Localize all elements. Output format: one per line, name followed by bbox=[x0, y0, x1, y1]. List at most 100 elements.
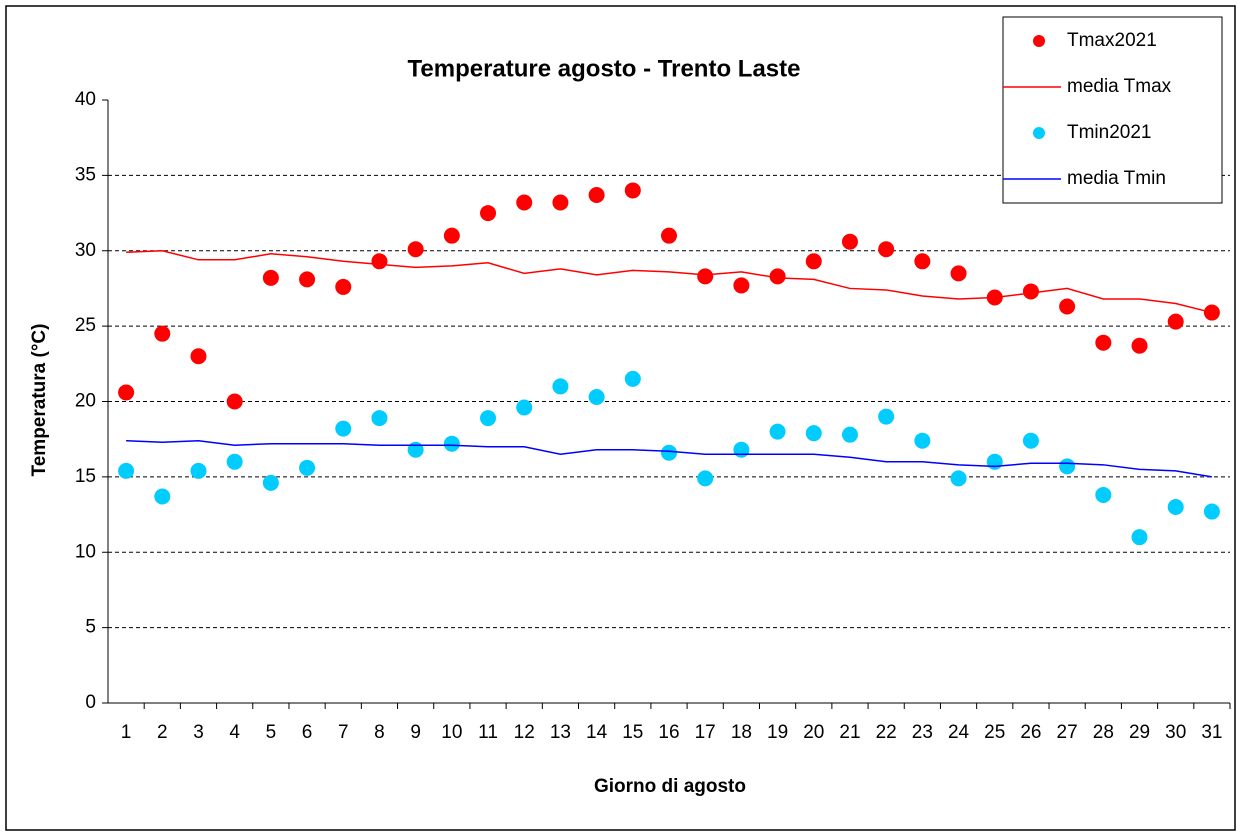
x-tick-label: 18 bbox=[731, 722, 752, 743]
x-tick-label: 27 bbox=[1057, 722, 1078, 743]
data-point bbox=[154, 325, 171, 342]
x-tick-label: 15 bbox=[622, 722, 643, 743]
y-tick-label: 40 bbox=[75, 89, 96, 110]
data-point bbox=[118, 462, 135, 479]
data-point bbox=[697, 268, 714, 285]
data-point bbox=[443, 435, 460, 452]
x-tick-label: 29 bbox=[1129, 722, 1150, 743]
x-tick-label: 2 bbox=[157, 722, 168, 743]
data-point bbox=[190, 462, 207, 479]
x-tick-label: 1 bbox=[121, 722, 132, 743]
data-point bbox=[805, 425, 822, 442]
data-point bbox=[1203, 503, 1220, 520]
data-point bbox=[1095, 334, 1112, 351]
data-point bbox=[480, 205, 497, 222]
legend-label: media Tmin bbox=[1067, 168, 1166, 189]
data-point bbox=[118, 384, 135, 401]
y-tick-label: 20 bbox=[75, 391, 96, 412]
data-point bbox=[733, 441, 750, 458]
y-tick-label: 25 bbox=[75, 315, 96, 336]
data-point bbox=[661, 444, 677, 461]
data-point bbox=[624, 370, 641, 387]
data-point bbox=[1059, 458, 1076, 475]
data-point bbox=[1167, 313, 1184, 330]
legend-marker bbox=[1033, 35, 1045, 47]
x-tick-label: 25 bbox=[984, 722, 1005, 743]
data-point bbox=[371, 410, 388, 427]
data-point bbox=[878, 408, 895, 425]
data-point bbox=[226, 453, 243, 470]
x-tick-label: 17 bbox=[695, 722, 716, 743]
x-tick-label: 5 bbox=[266, 722, 277, 743]
y-tick-label: 0 bbox=[85, 692, 96, 713]
data-point bbox=[914, 432, 931, 449]
data-point bbox=[661, 227, 677, 244]
data-point bbox=[335, 420, 352, 437]
legend-label: Tmin2021 bbox=[1067, 122, 1152, 143]
data-point bbox=[299, 459, 316, 476]
x-tick-label: 10 bbox=[441, 722, 462, 743]
chart-title: Temperature agosto - Trento Laste bbox=[408, 55, 801, 82]
data-point bbox=[516, 194, 533, 211]
series-line bbox=[126, 249, 1213, 314]
data-point bbox=[1131, 337, 1148, 354]
data-point bbox=[841, 426, 858, 443]
x-tick-label: 28 bbox=[1093, 722, 1114, 743]
data-point bbox=[407, 441, 424, 458]
data-point bbox=[443, 227, 460, 244]
data-point bbox=[226, 393, 243, 410]
x-tick-label: 22 bbox=[876, 722, 897, 743]
x-tick-label: 3 bbox=[193, 722, 204, 743]
data-point bbox=[262, 474, 279, 491]
legend-label: media Tmax bbox=[1067, 76, 1172, 97]
data-point bbox=[480, 410, 497, 427]
x-tick-label: 21 bbox=[839, 722, 860, 743]
data-point bbox=[624, 182, 641, 199]
data-point bbox=[154, 488, 171, 505]
y-tick-label: 30 bbox=[75, 240, 96, 261]
x-tick-label: 24 bbox=[948, 722, 970, 743]
data-point bbox=[950, 470, 967, 487]
x-tick-label: 19 bbox=[767, 722, 788, 743]
legend-box bbox=[1002, 16, 1223, 204]
data-point bbox=[1131, 529, 1148, 546]
y-tick-label: 10 bbox=[75, 541, 96, 562]
x-tick-label: 23 bbox=[912, 722, 933, 743]
x-tick-label: 8 bbox=[374, 722, 385, 743]
data-point bbox=[1022, 283, 1039, 300]
data-point bbox=[516, 399, 533, 416]
data-point bbox=[588, 186, 605, 203]
data-point bbox=[1059, 298, 1076, 315]
data-point bbox=[299, 271, 316, 288]
legend-marker bbox=[1033, 127, 1045, 139]
data-point bbox=[1095, 486, 1112, 503]
data-point bbox=[588, 388, 605, 405]
data-point bbox=[552, 378, 569, 395]
x-tick-label: 16 bbox=[658, 722, 679, 743]
data-point bbox=[1167, 499, 1184, 516]
data-point bbox=[1022, 432, 1039, 449]
x-tick-label: 12 bbox=[514, 722, 535, 743]
data-point bbox=[335, 278, 352, 295]
y-tick-label: 15 bbox=[75, 466, 96, 487]
data-point bbox=[552, 194, 569, 211]
y-tick-label: 35 bbox=[75, 164, 96, 185]
data-point bbox=[805, 253, 822, 270]
data-point bbox=[841, 233, 858, 250]
data-point bbox=[190, 348, 207, 365]
y-tick-label: 5 bbox=[85, 617, 96, 638]
data-point bbox=[733, 277, 750, 294]
x-tick-label: 9 bbox=[410, 722, 421, 743]
x-axis-label: Giorno di agosto bbox=[594, 776, 746, 797]
x-tick-label: 30 bbox=[1165, 722, 1186, 743]
data-point bbox=[262, 269, 279, 286]
x-tick-label: 20 bbox=[803, 722, 824, 743]
data-point bbox=[878, 241, 895, 258]
data-point bbox=[950, 265, 967, 282]
x-tick-label: 4 bbox=[229, 722, 240, 743]
x-tick-label: 11 bbox=[478, 722, 498, 743]
data-point bbox=[986, 453, 1003, 470]
x-tick-label: 31 bbox=[1201, 722, 1222, 743]
x-tick-label: 14 bbox=[586, 722, 608, 743]
